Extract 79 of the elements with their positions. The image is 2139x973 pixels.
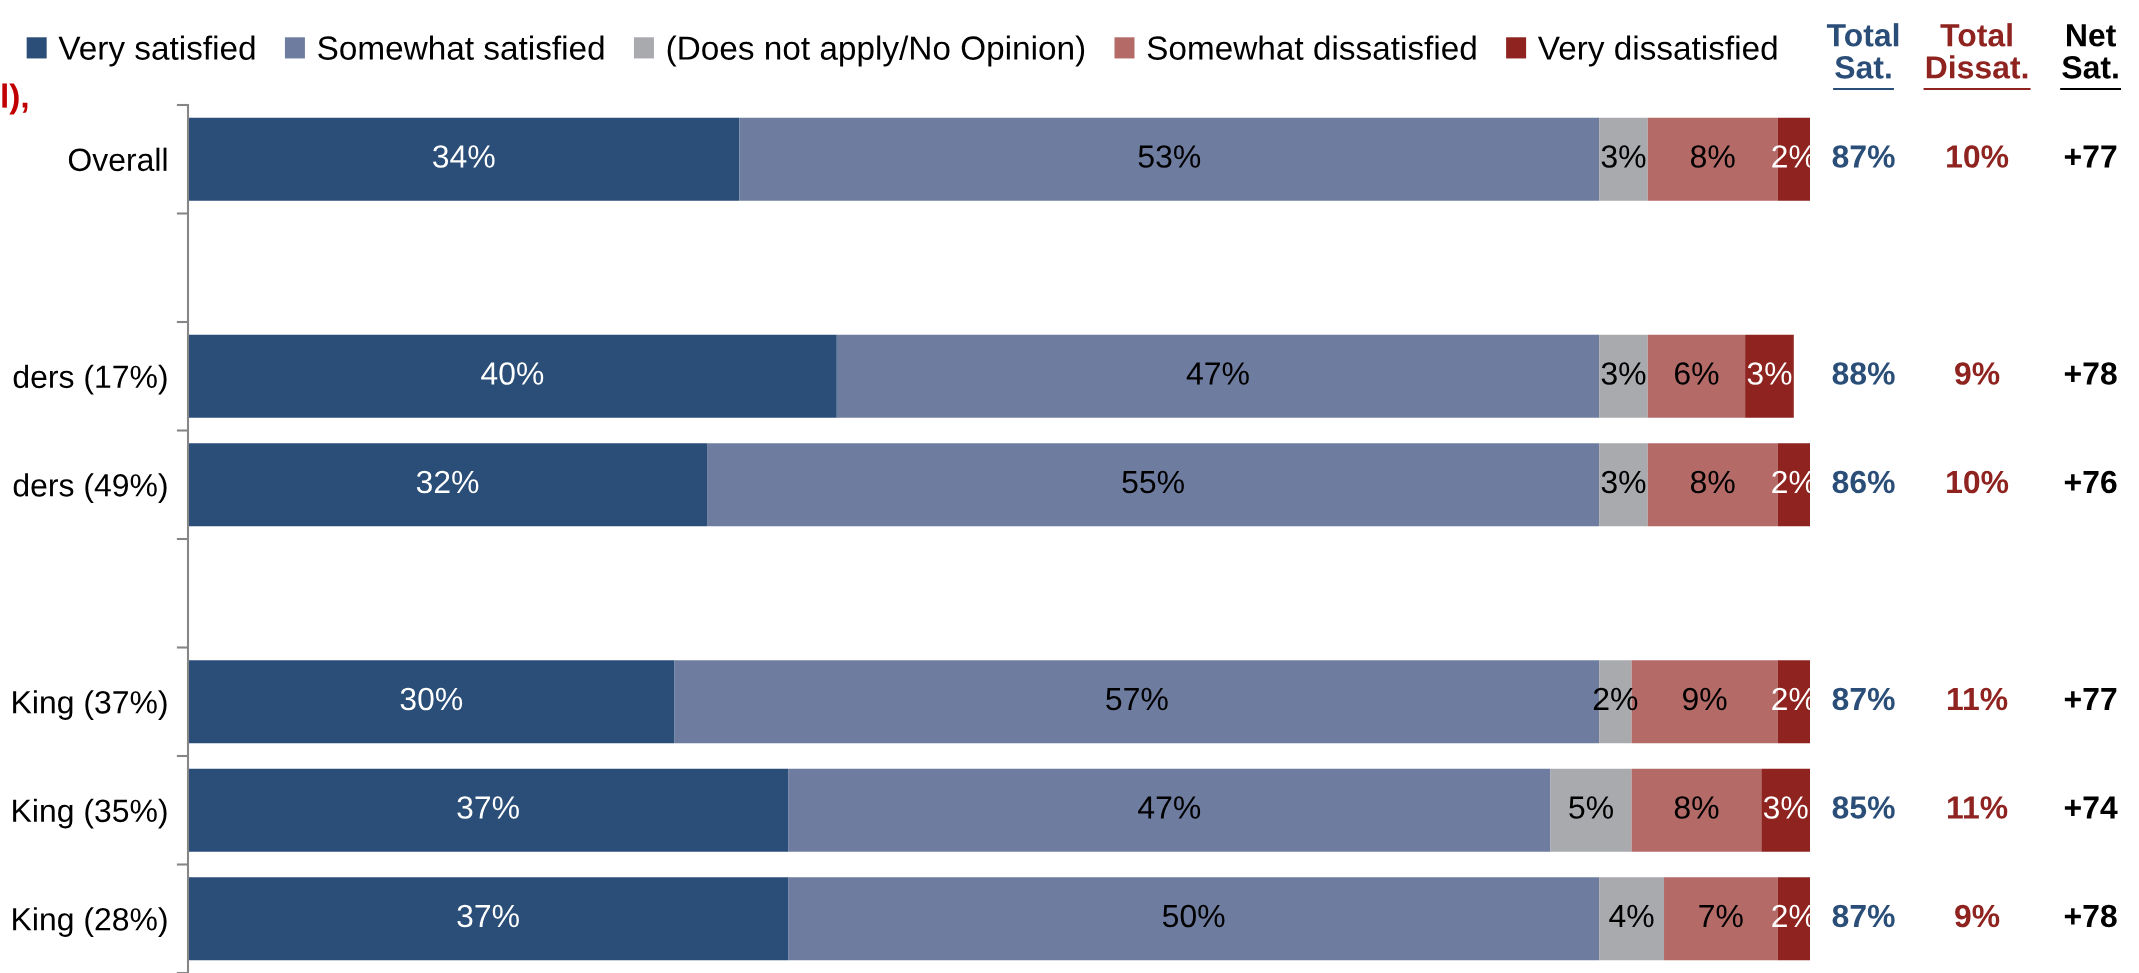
bar	[836, 334, 1600, 418]
data-label: 3%	[1763, 796, 1808, 819]
data-label: 8%	[1690, 470, 1735, 494]
text: +77	[2064, 145, 2117, 168]
text: +77	[2064, 688, 2117, 711]
text: +76	[2064, 470, 2117, 494]
data-label: 8%	[1674, 796, 1719, 819]
data-label: 4%	[1609, 904, 1654, 928]
data-label: 53%	[1138, 145, 1201, 168]
bar	[1599, 117, 1648, 201]
text: 85%	[1832, 796, 1895, 819]
bar	[188, 334, 837, 418]
chart-title: l),	[2, 83, 28, 115]
data-label: 9%	[1682, 687, 1727, 711]
data-label: 37%	[457, 904, 519, 928]
text: +74	[2064, 796, 2118, 819]
bar	[1550, 768, 1632, 852]
bar	[788, 877, 1600, 961]
y-tick-label: ders (49%)	[13, 473, 167, 503]
bar	[1599, 443, 1648, 527]
bar	[1761, 768, 1810, 852]
text: 11%	[1947, 687, 2008, 711]
data-label: 3%	[1601, 145, 1646, 168]
y-tick-label: ders (17%)	[13, 364, 167, 395]
text: 9%	[1955, 904, 2000, 928]
bar	[188, 768, 789, 852]
text: 87%	[1832, 145, 1895, 168]
bar	[188, 117, 740, 201]
y-tick-label: King (37%)	[13, 690, 167, 720]
bar	[188, 877, 789, 961]
text: 10%	[1947, 145, 2009, 168]
bar	[188, 443, 708, 527]
text: 10%	[1947, 470, 2009, 494]
bar	[1599, 334, 1648, 418]
data-label: 8%	[1690, 145, 1735, 168]
data-label: 6%	[1675, 362, 1719, 385]
data-label: 37%	[457, 796, 519, 819]
text: +78	[2064, 362, 2117, 385]
data-label: 3%	[1601, 470, 1646, 494]
text: 11%	[1947, 796, 2008, 819]
data-label: 50%	[1162, 904, 1225, 928]
bar	[739, 117, 1600, 201]
data-label: 5%	[1569, 796, 1613, 819]
text: +78	[2064, 904, 2117, 928]
bar	[1745, 334, 1794, 418]
text: Total Sat.	[1826, 23, 1899, 79]
text: Net Sat.	[2062, 24, 2118, 79]
data-label: 34%	[432, 145, 495, 168]
data-label: 2%	[1593, 687, 1638, 711]
data-label: 7%	[1699, 904, 1743, 928]
data-label: 55%	[1122, 470, 1184, 494]
legend-label: Somewhat dissatisfied	[1147, 35, 1476, 60]
legend-label: Very satisfied	[58, 35, 255, 67]
data-label: 3%	[1601, 362, 1646, 385]
bar	[188, 660, 675, 744]
bar	[1631, 768, 1762, 852]
bar	[788, 768, 1551, 852]
data-label: 30%	[400, 687, 463, 711]
data-label: 32%	[416, 470, 479, 494]
legend-label: Very dissatisfied	[1537, 35, 1777, 67]
text: 87%	[1832, 904, 1895, 928]
text: 88%	[1832, 362, 1895, 385]
legend-label: Somewhat satisfied	[318, 35, 604, 60]
legend-label: (Does not apply/No Opinion)	[667, 35, 1085, 67]
y-tick-label: King (35%)	[13, 798, 167, 829]
text: 9%	[1955, 362, 2000, 385]
data-label: 3%	[1747, 362, 1792, 385]
y-tick-label: Overall	[68, 147, 167, 172]
data-label: 57%	[1106, 687, 1168, 711]
text: 87%	[1832, 687, 1895, 711]
bar	[1599, 877, 1665, 961]
text: 86%	[1832, 470, 1895, 494]
bar	[707, 443, 1600, 527]
data-label: 40%	[481, 362, 544, 385]
y-tick-label: King (28%)	[13, 907, 167, 937]
data-label: 47%	[1186, 362, 1249, 385]
bar	[1647, 334, 1746, 418]
text: Total Dissat.	[1926, 23, 2028, 79]
data-label: 47%	[1138, 796, 1201, 819]
